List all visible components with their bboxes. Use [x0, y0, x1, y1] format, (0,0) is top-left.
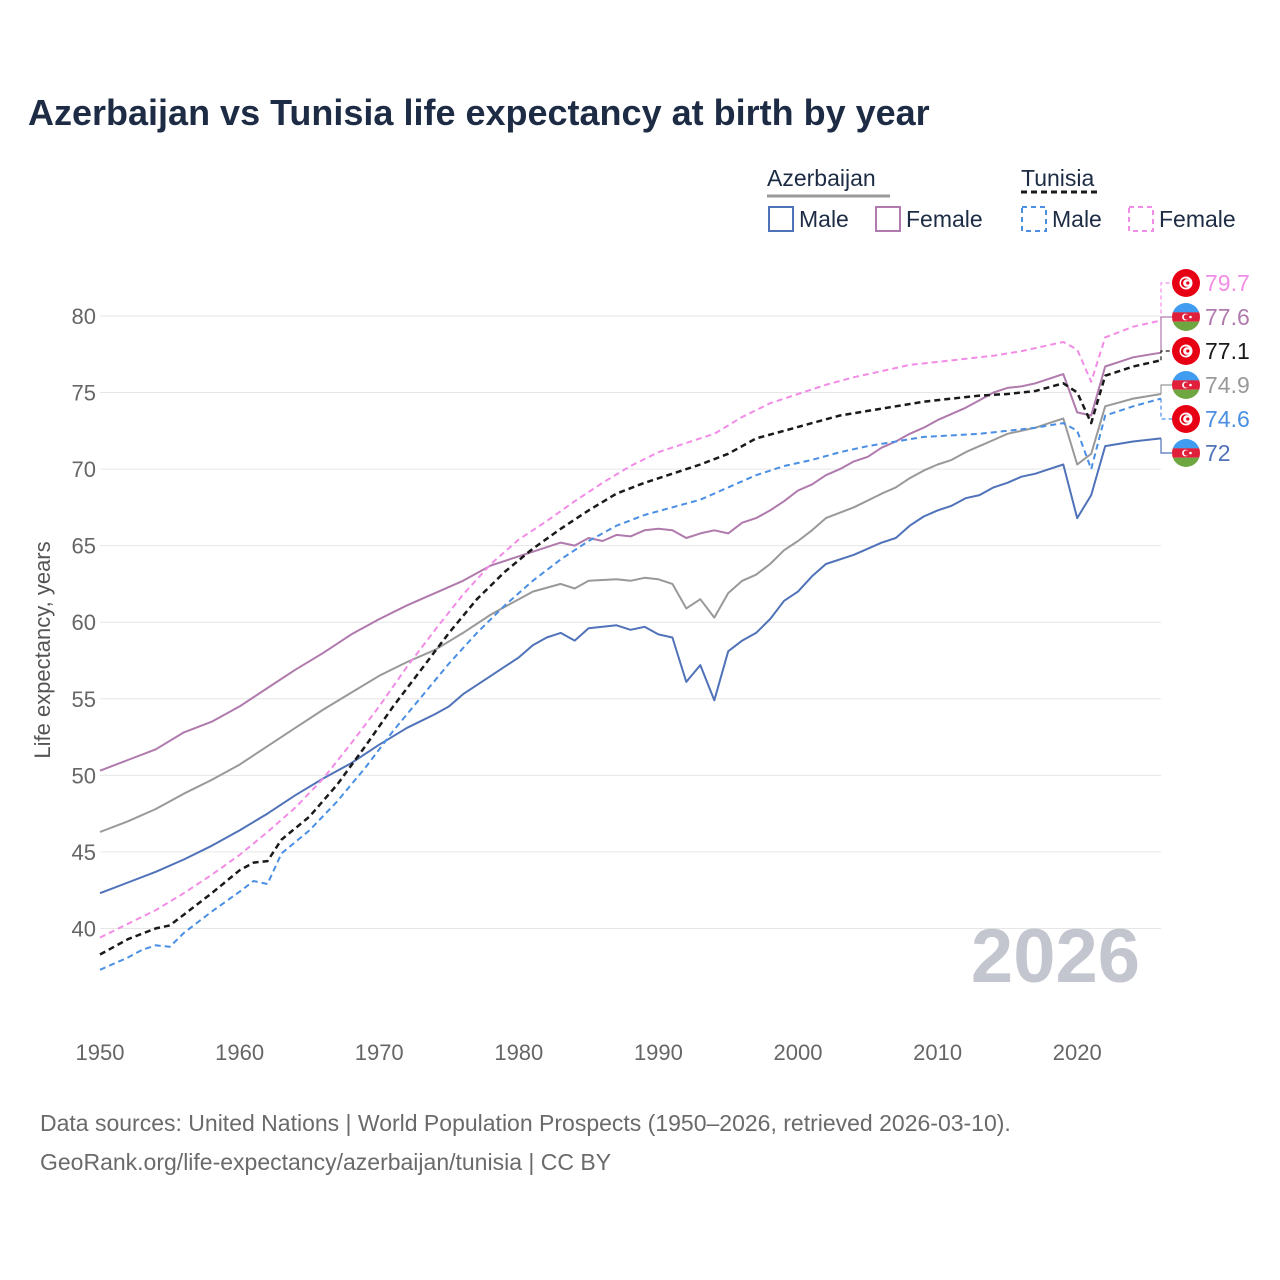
legend-tn-female-swatch — [1128, 206, 1154, 232]
legend-az-male-label[interactable]: Male — [799, 206, 849, 232]
azerbaijan-flag-icon — [1172, 439, 1200, 467]
y-axis: 40 45 50 55 60 65 70 75 80 — [72, 304, 96, 942]
end-label-tn-total: 77.1 — [1205, 338, 1250, 364]
y-tick-label: 55 — [72, 687, 96, 712]
end-label-tn-male: 74.6 — [1205, 406, 1250, 432]
end-connector-az-male — [1160, 438, 1172, 454]
y-tick-label: 65 — [72, 534, 96, 559]
legend-tn-female-label[interactable]: Female — [1159, 206, 1236, 232]
x-tick-label: 1980 — [494, 1040, 543, 1065]
legend-az-female-label[interactable]: Female — [906, 206, 983, 232]
end-connector-tn-female — [1160, 282, 1172, 321]
end-labels: 79.7 77.6 77.1 74.9 74.6 72 — [1160, 269, 1250, 467]
year-watermark: 2026 — [971, 914, 1140, 999]
legend-tn-male-label[interactable]: Male — [1052, 206, 1102, 232]
footer-sources: Data sources: United Nations | World Pop… — [40, 1110, 1011, 1136]
x-axis: 1950 1960 1970 1980 1990 2000 2010 2020 — [76, 1040, 1102, 1065]
series-line-az-female — [99, 351, 1162, 772]
series-line-az-male — [99, 437, 1162, 895]
y-tick-label: 50 — [72, 763, 96, 788]
y-tick-label: 45 — [72, 840, 96, 865]
x-tick-label: 1950 — [76, 1040, 125, 1065]
legend[interactable]: Azerbaijan Male Female Tunisia Male Fema… — [767, 165, 1236, 232]
end-connector-tn-total — [1160, 350, 1172, 361]
tunisia-flag-icon — [1172, 337, 1200, 365]
x-tick-label: 2010 — [913, 1040, 962, 1065]
x-tick-label: 1990 — [634, 1040, 683, 1065]
end-connector-tn-male — [1160, 398, 1172, 420]
series-line-tn-female — [99, 319, 1162, 939]
azerbaijan-flag-icon — [1172, 303, 1200, 331]
legend-az-male-swatch — [768, 206, 794, 232]
end-label-tn-female: 79.7 — [1205, 270, 1250, 296]
tunisia-flag-icon — [1172, 269, 1200, 297]
series-line-az-total — [99, 393, 1162, 833]
footer-link[interactable]: GeoRank.org/life-expectancy/azerbaijan/t… — [40, 1149, 612, 1175]
x-tick-label: 1960 — [215, 1040, 264, 1065]
y-tick-label: 70 — [72, 457, 96, 482]
x-tick-label: 1970 — [355, 1040, 404, 1065]
end-label-az-male: 72 — [1205, 440, 1231, 466]
y-tick-label: 80 — [72, 304, 96, 329]
azerbaijan-flag-icon — [1172, 371, 1200, 399]
tunisia-flag-icon — [1172, 405, 1200, 433]
x-tick-label: 2020 — [1053, 1040, 1102, 1065]
footer: Data sources: United Nations | World Pop… — [40, 1104, 1011, 1182]
series-line-tn-total — [99, 359, 1162, 956]
legend-group-azerbaijan[interactable]: Azerbaijan — [767, 165, 876, 191]
x-tick-label: 2000 — [774, 1040, 823, 1065]
series-line-tn-male — [99, 397, 1162, 971]
grid-lines — [100, 315, 1161, 929]
chart-title: Azerbaijan vs Tunisia life expectancy at… — [28, 92, 930, 133]
end-label-az-total: 74.9 — [1205, 372, 1250, 398]
y-axis-label: Life expectancy, years — [30, 541, 55, 758]
legend-az-female-swatch — [875, 206, 901, 232]
legend-tn-male-swatch — [1021, 206, 1047, 232]
y-tick-label: 75 — [72, 381, 96, 406]
end-label-az-female: 77.6 — [1205, 304, 1250, 330]
y-tick-label: 60 — [72, 610, 96, 635]
legend-group-tunisia[interactable]: Tunisia — [1021, 165, 1094, 191]
end-connector-az-female — [1160, 316, 1172, 353]
end-connector-az-total — [1160, 384, 1172, 394]
series-lines — [99, 319, 1162, 971]
y-tick-label: 40 — [72, 916, 96, 941]
